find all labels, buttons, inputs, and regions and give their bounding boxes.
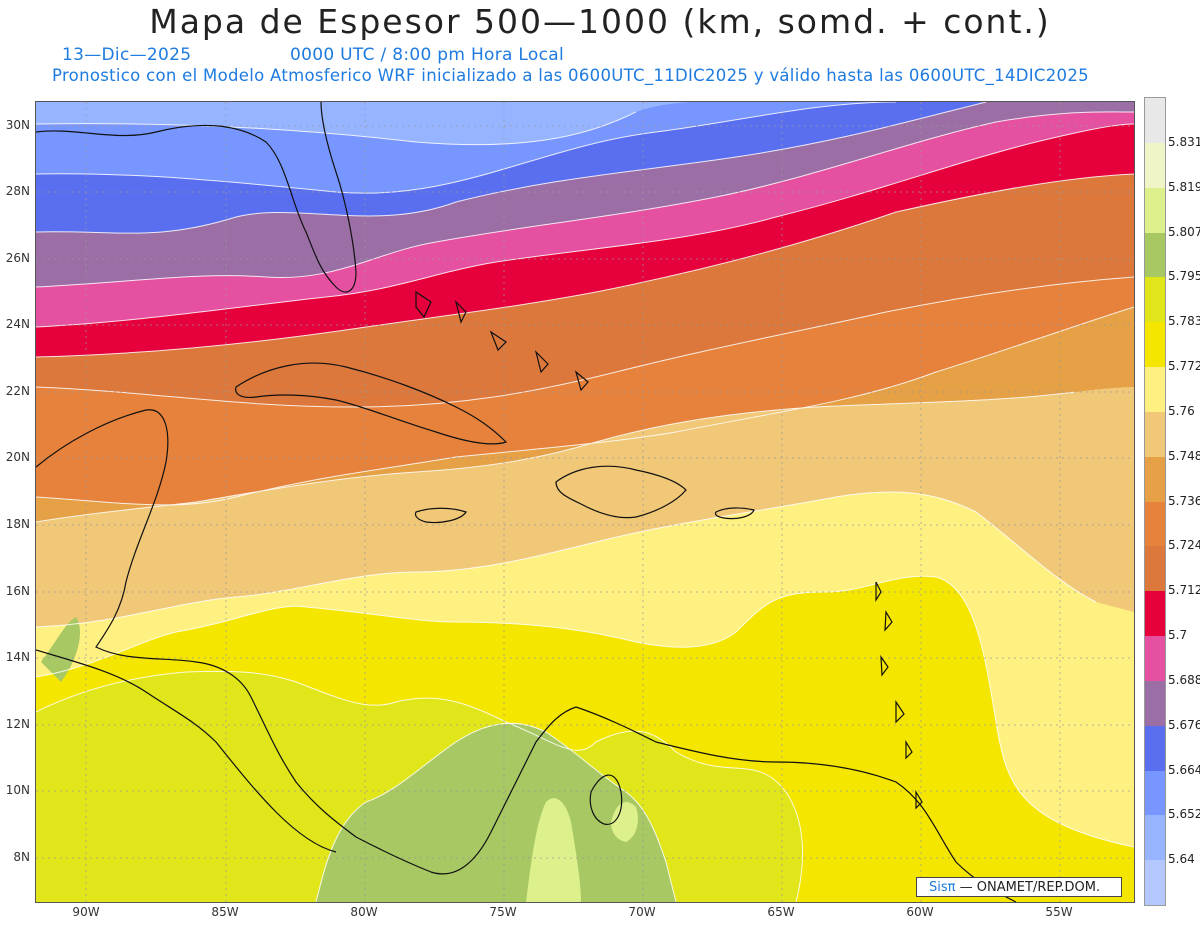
- colorbar-label: 5.736: [1168, 493, 1200, 508]
- lon-label-75w: 75W: [489, 905, 517, 919]
- lat-label-20n: 20N: [5, 450, 30, 464]
- lon-label-90w: 90W: [72, 905, 100, 919]
- lat-lon-grid: [36, 102, 1134, 902]
- colorbar-segment: [1145, 501, 1165, 547]
- band-5819-b: [611, 802, 638, 842]
- thickness-contour-plot: [36, 102, 1134, 902]
- colorbar-label: 5.783: [1168, 314, 1200, 329]
- lat-label-24n: 24N: [5, 317, 30, 331]
- colorbar-segment: [1145, 815, 1165, 861]
- lat-label-12n: 12N: [5, 717, 30, 731]
- band-5807-b: [41, 617, 81, 682]
- colorbar-segment: [1145, 456, 1165, 502]
- colorbar: [1144, 97, 1166, 906]
- lat-label-14n: 14N: [5, 650, 30, 664]
- colorbar-segment: [1145, 860, 1165, 906]
- colorbar-label: 5.819: [1168, 179, 1200, 194]
- lat-label-8n: 8N: [13, 850, 30, 864]
- lat-label-18n: 18N: [5, 517, 30, 531]
- colorbar-label: 5.76: [1168, 403, 1195, 418]
- lat-label-22n: 22N: [5, 384, 30, 398]
- colorbar-label: 5.652: [1168, 807, 1200, 822]
- colorbar-label: 5.64: [1168, 852, 1195, 867]
- colorbar-label: 5.748: [1168, 448, 1200, 463]
- band-5819: [526, 798, 581, 902]
- colorbar-label: 5.688: [1168, 672, 1200, 687]
- lon-label-60w: 60W: [906, 905, 934, 919]
- lat-label-16n: 16N: [5, 584, 30, 598]
- coastlines: [36, 102, 1017, 902]
- colorbar-label: 5.724: [1168, 538, 1200, 553]
- colorbar-segment: [1145, 546, 1165, 592]
- forecast-time: 0000 UTC / 8:00 pm Hora Local: [290, 45, 564, 65]
- colorbar-segment: [1145, 770, 1165, 816]
- lat-label-10n: 10N: [5, 783, 30, 797]
- thickness-map: [35, 101, 1135, 903]
- colorbar-label: 5.807: [1168, 224, 1200, 239]
- colorbar-label: 5.7: [1168, 628, 1188, 642]
- lat-label-28n: 28N: [5, 184, 30, 198]
- colorbar-label: 5.676: [1168, 717, 1200, 732]
- lat-label-26n: 26N: [5, 251, 30, 265]
- colorbar-segment: [1145, 142, 1165, 188]
- sispi-logo: Sisπ: [929, 880, 956, 895]
- colorbar-segment: [1145, 636, 1165, 681]
- colorbar-label: 5.795: [1168, 269, 1200, 284]
- lon-label-80w: 80W: [350, 905, 378, 919]
- colorbar-segment: [1145, 680, 1165, 726]
- map-title: Mapa de Espesor 500—1000 (km, somd. + co…: [149, 2, 1051, 41]
- colorbar-segment: [1145, 322, 1165, 368]
- credit-text: — ONAMET/REP.DOM.: [959, 880, 1101, 895]
- colorbar-segment: [1145, 277, 1165, 323]
- colorbar-label: 5.831: [1168, 134, 1200, 149]
- colorbar-segment: [1145, 232, 1165, 278]
- colorbar-segment: [1145, 367, 1165, 412]
- colorbar-segment: [1145, 725, 1165, 771]
- band-5807: [316, 723, 676, 902]
- lat-label-30n: 30N: [5, 118, 30, 132]
- model-info: Pronostico con el Modelo Atmosferico WRF…: [52, 66, 1089, 85]
- colorbar-segment: [1145, 98, 1165, 143]
- colorbar-segment: [1145, 591, 1165, 637]
- lon-label-65w: 65W: [767, 905, 795, 919]
- contour-lines: [36, 102, 1134, 902]
- colorbar-label: 5.664: [1168, 762, 1200, 777]
- lon-label-85w: 85W: [211, 905, 239, 919]
- credit-box: Sisπ — ONAMET/REP.DOM.: [916, 877, 1122, 897]
- forecast-date: 13—Dic—2025: [62, 45, 192, 65]
- colorbar-segment: [1145, 187, 1165, 233]
- colorbar-label: 5.772: [1168, 359, 1200, 373]
- lon-label-70w: 70W: [628, 905, 656, 919]
- colorbar-segment: [1145, 411, 1165, 457]
- lon-label-55w: 55W: [1045, 905, 1073, 919]
- colorbar-label: 5.712: [1168, 583, 1200, 598]
